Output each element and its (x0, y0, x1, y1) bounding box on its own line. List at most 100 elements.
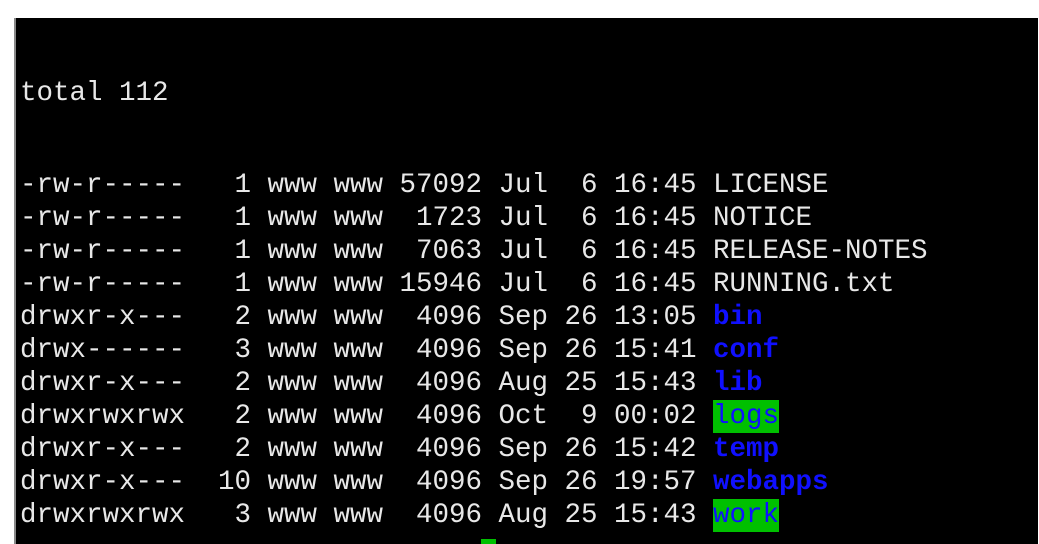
entry-owner: www (267, 236, 318, 267)
entry-group: www (333, 368, 384, 399)
terminal-output: total 112 -rw-r----- 1 www www 57092 Jul 6 16:4… (20, 18, 1038, 532)
entry-size: 4096 (416, 302, 483, 333)
entry-time: 13:05 (614, 302, 697, 333)
entry-size: 4096 (416, 401, 483, 432)
entry-owner: www (267, 170, 318, 201)
entry-time: 15:41 (614, 335, 697, 366)
entry-perms: drwxr-x--- (20, 434, 186, 465)
entry-links: 1 (234, 236, 252, 267)
ls-entry-row: drwxrwxrwx 3 www www 4096 Aug 25 15:43 work (20, 499, 1038, 532)
entry-day: 26 (564, 335, 598, 366)
ls-entry-row: drwxrwxrwx 2 www www 4096 Oct 9 00:02 logs (20, 400, 1038, 433)
entry-links: 2 (234, 368, 252, 399)
entry-group: www (333, 170, 384, 201)
entry-group: www (333, 269, 384, 300)
entry-name: RELEASE-NOTES (713, 236, 928, 267)
entry-links: 1 (234, 170, 252, 201)
entry-month: Jul (498, 269, 549, 300)
entry-month: Aug (498, 500, 549, 531)
ls-entry-row: -rw-r----- 1 www www 15946 Jul 6 16:45 RUNNING.t… (20, 268, 1038, 301)
entry-owner: www (267, 368, 318, 399)
entry-day: 26 (564, 434, 598, 465)
entry-month: Oct (498, 401, 549, 432)
entry-group: www (333, 401, 384, 432)
entry-group: www (333, 302, 384, 333)
entry-owner: www (267, 500, 318, 531)
entry-time: 16:45 (614, 236, 697, 267)
entry-name: logs (713, 400, 780, 433)
entry-time: 00:02 (614, 401, 697, 432)
entry-day: 6 (581, 269, 598, 300)
entry-time: 15:43 (614, 500, 697, 531)
ls-entry-row: -rw-r----- 1 www www 7063 Jul 6 16:45 RELEASE-NO… (20, 235, 1038, 268)
entry-perms: drwxrwxrwx (20, 500, 186, 531)
entry-perms: drwx------ (20, 335, 186, 366)
entry-owner: www (267, 335, 318, 366)
entry-perms: drwxr-x--- (20, 368, 186, 399)
entry-group: www (333, 203, 384, 234)
entry-links: 2 (234, 401, 252, 432)
total-line: total 112 (20, 78, 169, 109)
ls-entry-row: drwxr-x--- 2 www www 4096 Sep 26 13:05 bin (20, 301, 1038, 334)
entry-size: 4096 (416, 368, 483, 399)
entry-time: 15:42 (614, 434, 697, 465)
entry-group: www (333, 335, 384, 366)
entry-size: 7063 (416, 236, 483, 267)
entry-month: Sep (498, 302, 549, 333)
terminal-cursor (481, 539, 496, 544)
entry-owner: www (267, 203, 318, 234)
entry-size: 1723 (416, 203, 483, 234)
entry-links: 2 (234, 302, 252, 333)
entry-time: 19:57 (614, 467, 697, 498)
entry-day: 6 (581, 203, 598, 234)
entry-perms: -rw-r----- (20, 170, 186, 201)
prompt-line (20, 532, 1038, 544)
entry-month: Sep (498, 434, 549, 465)
entry-group: www (333, 500, 384, 531)
entry-owner: www (267, 434, 318, 465)
entry-name: work (713, 499, 780, 532)
ls-entry-row: drwxr-x--- 2 www www 4096 Sep 26 15:42 temp (20, 433, 1038, 466)
entry-size: 15946 (399, 269, 483, 300)
entry-size: 4096 (416, 434, 483, 465)
entry-day: 6 (581, 236, 598, 267)
entry-time: 15:43 (614, 368, 697, 399)
entry-day: 26 (564, 302, 598, 333)
entry-owner: www (267, 302, 318, 333)
entry-name: NOTICE (713, 203, 813, 234)
entry-perms: drwxr-x--- (20, 302, 186, 333)
entry-day: 26 (564, 467, 598, 498)
entry-owner: www (267, 269, 318, 300)
entry-month: Jul (498, 170, 549, 201)
entry-name: temp (713, 434, 780, 465)
entry-month: Aug (498, 368, 549, 399)
entry-perms: drwxrwxrwx (20, 401, 186, 432)
entry-time: 16:45 (614, 269, 697, 300)
ls-entry-row: -rw-r----- 1 www www 1723 Jul 6 16:45 NOTICE (20, 202, 1038, 235)
entry-links: 1 (234, 203, 252, 234)
entry-size: 4096 (416, 467, 483, 498)
entry-day: 9 (581, 401, 598, 432)
entry-day: 25 (564, 500, 598, 531)
entry-size: 4096 (416, 335, 483, 366)
entry-name: lib (713, 368, 763, 399)
entry-links: 2 (234, 434, 252, 465)
entry-links: 3 (234, 500, 252, 531)
entry-name: webapps (713, 467, 829, 498)
entry-day: 6 (581, 170, 598, 201)
entry-group: www (333, 236, 384, 267)
entry-perms: -rw-r----- (20, 269, 186, 300)
entry-links: 1 (234, 269, 252, 300)
entry-time: 16:45 (614, 203, 697, 234)
entry-links: 3 (234, 335, 252, 366)
terminal-window[interactable]: total 112 -rw-r----- 1 www www 57092 Jul 6 16:4… (14, 18, 1038, 544)
entry-time: 16:45 (614, 170, 697, 201)
entry-perms: -rw-r----- (20, 203, 186, 234)
ls-entry-row: drwxr-x--- 2 www www 4096 Aug 25 15:43 lib (20, 367, 1038, 400)
entry-month: Jul (498, 236, 549, 267)
entry-name: LICENSE (713, 170, 829, 201)
entry-perms: drwxr-x--- (20, 467, 186, 498)
entry-month: Sep (498, 335, 549, 366)
ls-entry-row: drwx------ 3 www www 4096 Sep 26 15:41 conf (20, 334, 1038, 367)
entry-group: www (333, 434, 384, 465)
